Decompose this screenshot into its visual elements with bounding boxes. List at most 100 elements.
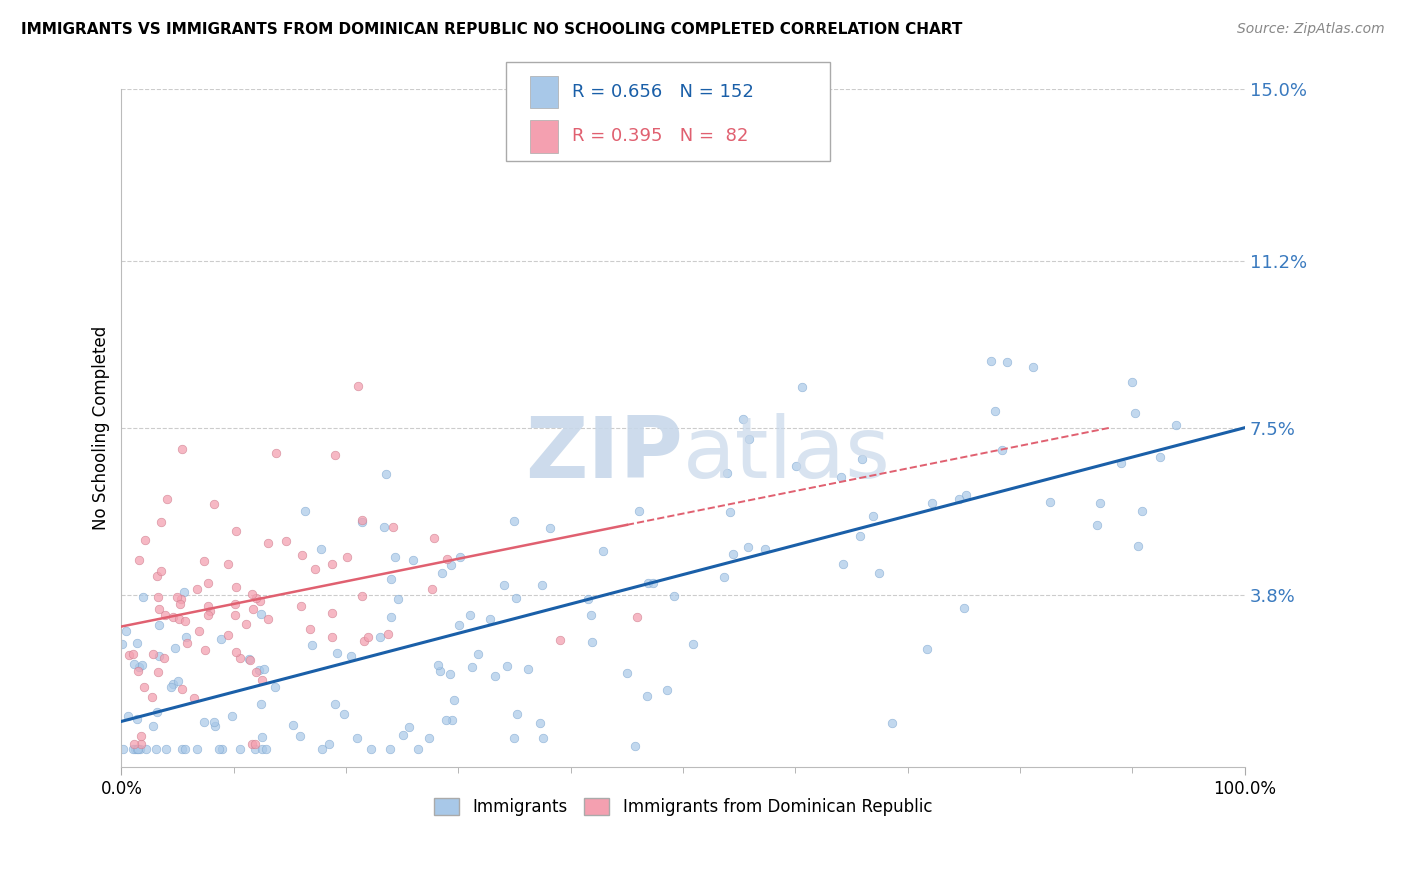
Point <box>420 582 443 596</box>
Point <box>380 609 402 624</box>
Point <box>1130 504 1153 518</box>
Point <box>112 742 135 756</box>
Point <box>429 664 451 678</box>
Point <box>713 570 735 584</box>
Point <box>517 662 540 676</box>
Point <box>298 623 321 637</box>
Point <box>1149 450 1171 464</box>
Point <box>360 742 382 756</box>
Point <box>127 665 149 679</box>
Point <box>165 641 187 656</box>
Point <box>132 590 155 604</box>
Point <box>616 665 638 680</box>
Text: R = 0.395   N =  82: R = 0.395 N = 82 <box>572 128 748 145</box>
Y-axis label: No Schooling Completed: No Schooling Completed <box>93 326 110 530</box>
Point <box>247 663 270 677</box>
Point <box>142 719 165 733</box>
Point <box>174 630 197 644</box>
Point <box>129 742 152 756</box>
Point <box>197 599 219 614</box>
Point <box>229 742 252 756</box>
Point <box>225 524 247 538</box>
Point <box>1121 375 1143 389</box>
Point <box>118 648 141 663</box>
Point <box>148 590 170 604</box>
Point <box>170 591 193 606</box>
Point <box>321 630 343 644</box>
Point <box>548 633 571 648</box>
Point <box>321 558 343 572</box>
Point <box>1085 517 1108 532</box>
Point <box>917 642 939 657</box>
Point <box>347 378 370 392</box>
Point <box>264 680 287 694</box>
Point <box>1039 495 1062 509</box>
Point <box>373 520 395 534</box>
Point <box>626 609 648 624</box>
Point <box>250 607 273 622</box>
Text: atlas: atlas <box>683 413 891 496</box>
Point <box>240 587 263 601</box>
Point <box>250 697 273 711</box>
Point <box>200 604 222 618</box>
Point <box>115 624 138 638</box>
Point <box>291 549 314 563</box>
Point <box>723 547 745 561</box>
Point <box>336 550 359 565</box>
Point <box>309 542 332 557</box>
Point <box>387 592 409 607</box>
Point <box>148 648 170 663</box>
Point <box>150 564 173 578</box>
Point <box>202 715 225 730</box>
Point <box>169 612 191 626</box>
Point <box>882 716 904 731</box>
Point <box>785 459 807 474</box>
Point <box>132 681 155 695</box>
Point <box>592 543 614 558</box>
Point <box>1164 418 1187 433</box>
Point <box>443 693 465 707</box>
Point <box>398 720 420 734</box>
Point <box>134 533 156 548</box>
Point <box>208 742 231 756</box>
Point <box>294 504 316 518</box>
Point <box>238 652 260 666</box>
Point <box>193 715 215 730</box>
Point <box>221 708 243 723</box>
Point <box>129 737 152 751</box>
Point <box>440 713 463 727</box>
Point <box>831 558 853 572</box>
Point <box>197 607 219 622</box>
Point <box>159 680 181 694</box>
Point <box>1123 406 1146 420</box>
Point <box>478 612 501 626</box>
Point <box>174 742 197 756</box>
Point <box>540 521 562 535</box>
Point <box>153 608 176 623</box>
Point <box>235 617 257 632</box>
Point <box>439 667 461 681</box>
Point <box>193 554 215 568</box>
Point <box>250 742 273 756</box>
Point <box>581 635 603 649</box>
Point <box>352 589 374 603</box>
Point <box>148 617 170 632</box>
Point <box>790 380 813 394</box>
Point <box>402 552 425 566</box>
Point <box>382 520 405 534</box>
Point <box>256 535 278 549</box>
Text: R = 0.656   N = 152: R = 0.656 N = 152 <box>572 83 754 101</box>
Point <box>637 576 659 591</box>
Point <box>162 676 184 690</box>
Point <box>849 529 872 543</box>
Point <box>264 446 287 460</box>
Point <box>173 585 195 599</box>
Point <box>155 742 177 756</box>
Point <box>156 491 179 506</box>
Point <box>484 669 506 683</box>
Point <box>131 657 153 672</box>
Point <box>253 662 276 676</box>
Point <box>187 624 209 638</box>
Point <box>146 568 169 582</box>
Point <box>124 742 146 756</box>
